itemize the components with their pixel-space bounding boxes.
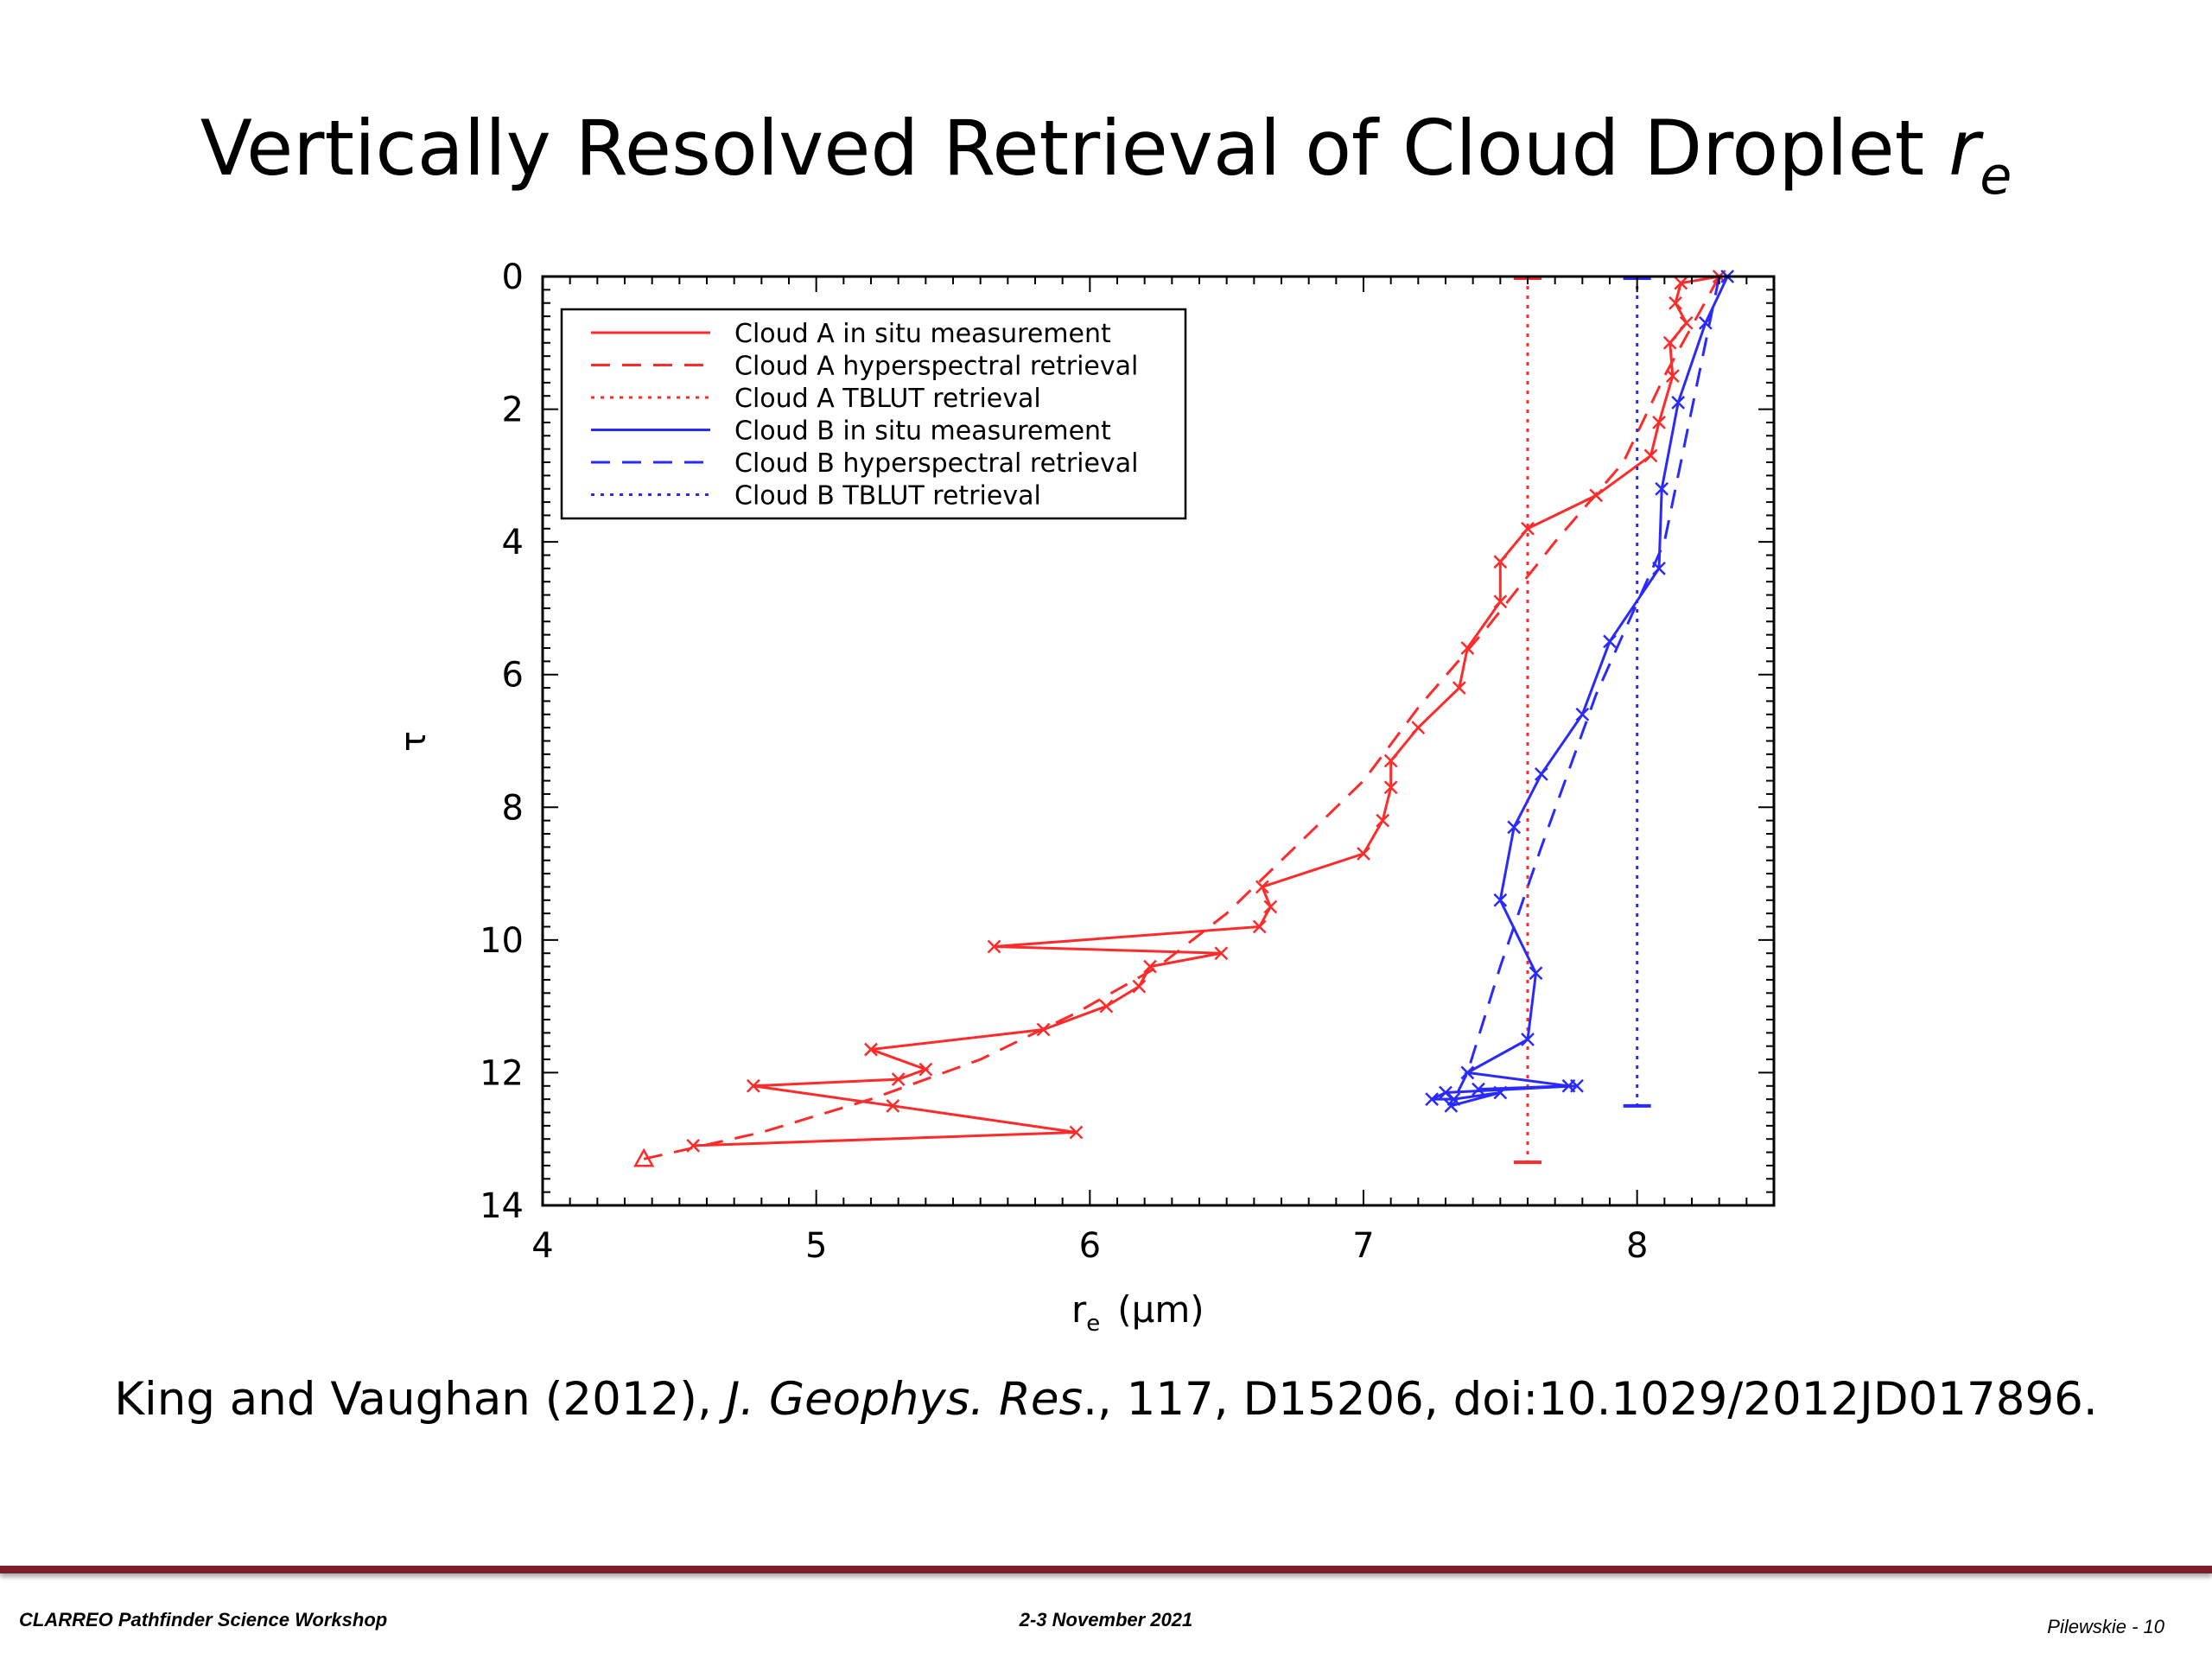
y-tick-label: 2 (502, 391, 524, 430)
data-point (1679, 315, 1694, 330)
x-axis-label: re (μm) (1071, 1288, 1205, 1337)
title-subscript: e (1980, 146, 2012, 207)
legend-box (560, 308, 1187, 520)
data-point (886, 1098, 900, 1113)
data-point (1255, 880, 1269, 894)
legend-label: Cloud A hyperspectral retrieval (734, 352, 1138, 382)
data-point (1099, 999, 1114, 1014)
data-point-triangle (633, 1147, 655, 1167)
data-point (918, 1062, 933, 1077)
data-point (1493, 1085, 1508, 1100)
data-point (1665, 369, 1680, 384)
x-axis-label-sub: e (1086, 1311, 1100, 1337)
data-point (1357, 847, 1370, 861)
data-point (1132, 979, 1147, 994)
data-point (1529, 966, 1543, 981)
legend-label: Cloud A in situ measurement (734, 319, 1111, 349)
citation-journal: J. Geophys. Res (726, 1373, 1084, 1426)
citation-text: King and Vaughan (2012), (114, 1373, 727, 1426)
data-point (1643, 448, 1658, 463)
series-line (1449, 276, 1721, 1107)
data-point (1452, 681, 1466, 695)
y-tick-label: 10 (480, 921, 524, 961)
data-point (1521, 521, 1535, 536)
data-point (1570, 1078, 1584, 1093)
data-point (1507, 820, 1522, 835)
title-text: Vertically Resolved Retrieval of Cloud D… (200, 104, 1949, 193)
data-point (1411, 721, 1426, 735)
x-axis-label-main: r (1071, 1288, 1087, 1331)
y-tick-label: 4 (502, 523, 524, 563)
data-point (1575, 707, 1590, 721)
x-tick-label: 7 (1352, 1226, 1374, 1266)
footer-page: Pilewskie - 10 (2047, 1616, 2164, 1637)
data-point (1493, 594, 1508, 609)
data-point (1493, 893, 1508, 907)
data-point (1252, 919, 1267, 934)
x-tick-label: 8 (1626, 1226, 1648, 1266)
slide-title: Vertically Resolved Retrieval of Cloud D… (0, 97, 2212, 228)
x-tick-label: 6 (1079, 1226, 1101, 1266)
series-line (1431, 276, 1729, 1108)
data-point (864, 1042, 878, 1057)
data-point (1263, 899, 1278, 914)
data-point (1603, 634, 1617, 649)
data-point (1069, 1125, 1084, 1140)
x-tick-label: 5 (805, 1226, 827, 1266)
legend-label: Cloud B TBLUT retrieval (734, 481, 1041, 512)
x-axis-label-unit: (μm) (1117, 1288, 1204, 1331)
y-tick-label: 8 (502, 788, 524, 828)
footer-workshop: CLARREO Pathfinder Science Workshop (19, 1609, 388, 1630)
y-tick-label: 14 (480, 1186, 524, 1226)
y-tick-label: 12 (480, 1053, 524, 1093)
legend-label: Cloud B hyperspectral retrieval (734, 448, 1138, 479)
data-point (1521, 1033, 1535, 1046)
data-point (1439, 1085, 1452, 1100)
data-point (1534, 767, 1548, 781)
data-point (1652, 416, 1666, 429)
legend-label: Cloud B in situ measurement (734, 416, 1111, 447)
data-point (1214, 946, 1229, 961)
data-point (1662, 335, 1677, 350)
data-point (987, 939, 1001, 954)
data-point (1493, 555, 1508, 569)
axes: 4 5 6 7 8 0 2 4 6 8 10 12 14 (480, 257, 1775, 1266)
data-point (891, 1072, 906, 1086)
data-point (1460, 1065, 1475, 1080)
data-point (1376, 813, 1390, 828)
legend-label: Cloud A TBLUT retrieval (734, 384, 1041, 414)
x-tick-label: 4 (531, 1226, 553, 1266)
data-point (746, 1078, 760, 1093)
y-tick-label: 0 (502, 257, 524, 297)
data-point (1671, 396, 1686, 410)
citation-rest: ., 117, D15206, doi:10.1029/2012JD017896… (1083, 1373, 2098, 1426)
plot-area (633, 270, 1735, 1167)
citation: King and Vaughan (2012), J. Geophys. Res… (0, 1365, 2212, 1434)
footer-divider (0, 1566, 2212, 1573)
data-point (1444, 1098, 1459, 1113)
data-point (1674, 276, 1688, 290)
footer-date: 2-3 November 2021 (1019, 1609, 1193, 1630)
chart: 4 5 6 7 8 0 2 4 6 8 10 12 14 Cloud A in situ measure… (394, 257, 1776, 1337)
data-point (1425, 1092, 1440, 1107)
title-variable: r (1948, 104, 1980, 193)
y-axis-label: τ (394, 731, 434, 752)
data-point (1669, 296, 1682, 310)
series-line (643, 276, 1721, 1160)
data-point (1383, 780, 1398, 795)
data-point (1143, 959, 1157, 974)
data-point (1655, 481, 1669, 496)
data-point (1471, 1082, 1485, 1096)
data-point (1383, 753, 1398, 768)
y-tick-label: 6 (502, 656, 524, 696)
